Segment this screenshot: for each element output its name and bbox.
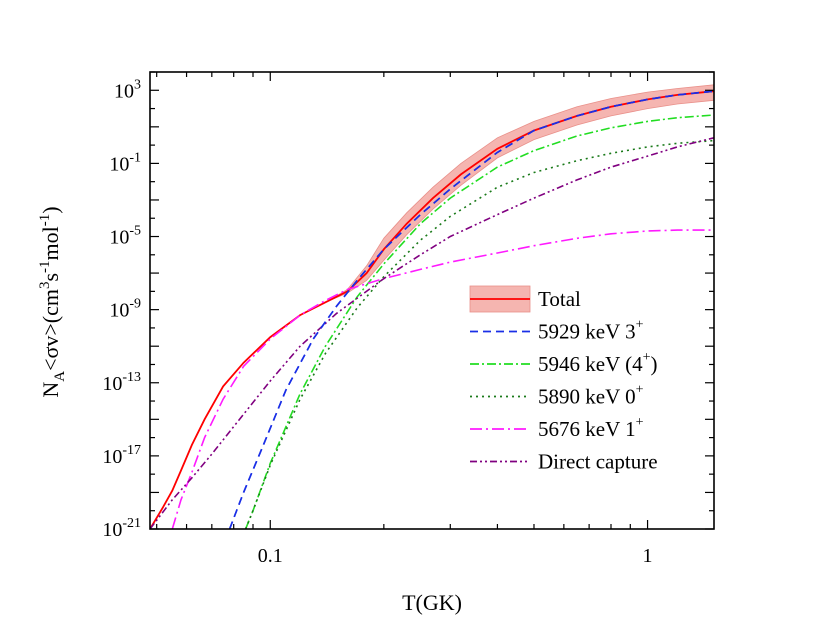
- x-tick-label: 1: [643, 545, 653, 567]
- x-axis-label: T(GK): [402, 590, 462, 615]
- y-tick-label: 10-21: [102, 516, 141, 541]
- series-line-5: [150, 137, 714, 529]
- plot-frame: [149, 71, 715, 530]
- y-tick-labels: 10-21 10-17 10-13 10-9 10-5 10-1 103: [102, 77, 141, 541]
- y-axis-label: NA<σv>(cm3s-1mol-1): [37, 206, 68, 397]
- legend-label: 5890 keV 0+: [538, 383, 644, 409]
- legend-item-3: 5890 keV 0+: [470, 383, 644, 409]
- legend: Total 5929 keV 3+ 5946 keV (4+) 5890 keV 0+…: [469, 285, 658, 474]
- legend-item-5: Direct capture: [470, 450, 658, 474]
- axis-ticks: [150, 71, 714, 530]
- legend-item-1: 5929 keV 3+: [470, 318, 644, 344]
- legend-label: Direct capture: [538, 450, 658, 474]
- legend-label: Total: [538, 287, 581, 311]
- legend-label: 5929 keV 3+: [538, 318, 644, 344]
- legend-item-2: 5946 keV (4+): [470, 350, 658, 376]
- y-tick-label: 103: [114, 77, 141, 102]
- series-lines: [150, 90, 714, 529]
- y-tick-label: 10-9: [109, 297, 141, 322]
- legend-item-4: 5676 keV 1+: [470, 415, 644, 441]
- x-tick-labels: 0.1 1: [258, 545, 653, 567]
- series-line-3: [244, 139, 714, 529]
- y-tick-label: 10-1: [109, 150, 141, 175]
- y-tick-label: 10-17: [102, 443, 141, 468]
- legend-label: 5946 keV (4+): [538, 350, 658, 376]
- series-line-4: [171, 229, 714, 529]
- legend-label: 5676 keV 1+: [538, 415, 644, 441]
- x-tick-label: 0.1: [258, 545, 283, 567]
- series-line-2: [244, 114, 714, 529]
- y-tick-label: 10-13: [102, 370, 141, 395]
- legend-item-0: Total: [469, 285, 581, 313]
- y-tick-label: 10-5: [109, 224, 141, 249]
